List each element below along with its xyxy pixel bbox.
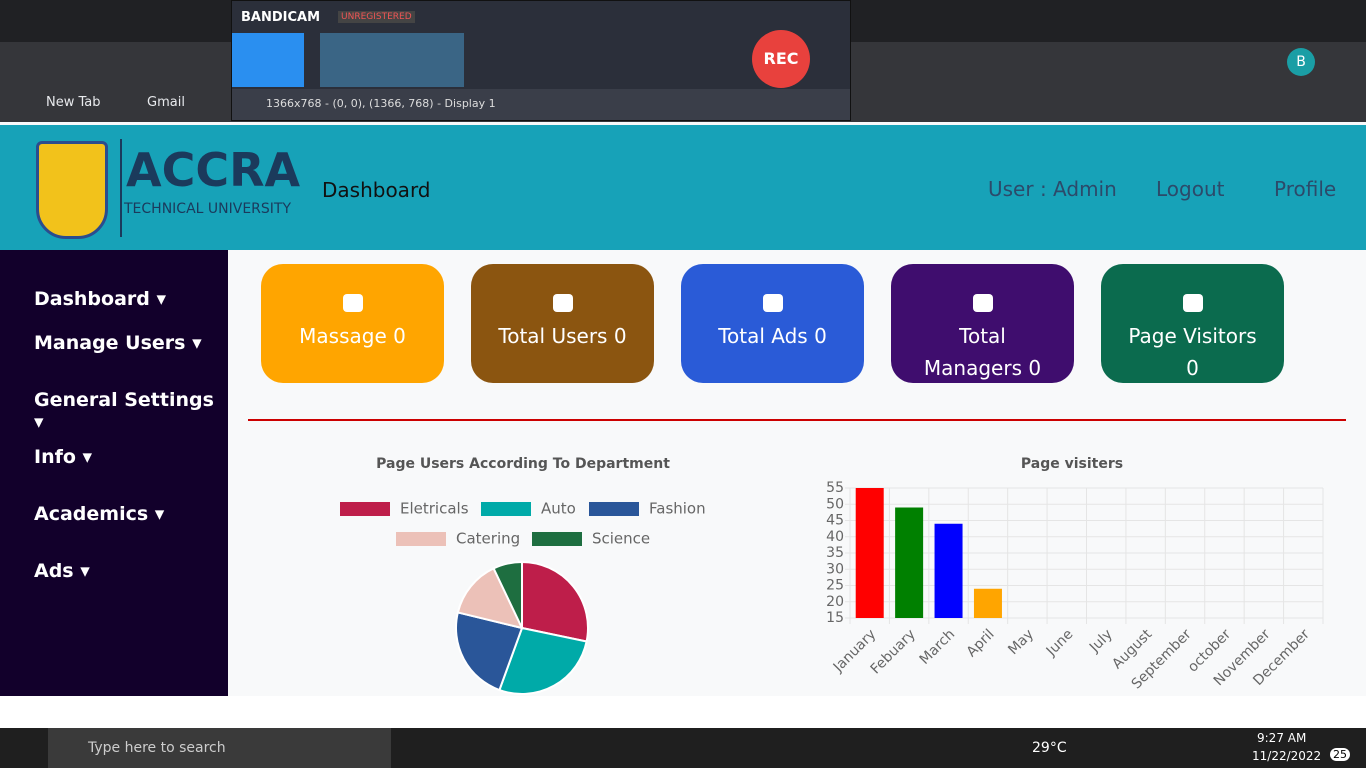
logout-link[interactable]: Logout: [1156, 177, 1225, 201]
page-title: Dashboard: [322, 178, 431, 202]
legend-label: Auto: [541, 500, 576, 518]
pie-slice: [456, 567, 524, 630]
bar: [855, 488, 884, 618]
blank: [0, 696, 1366, 728]
stat-card[interactable]: Total Managers 0: [891, 264, 1074, 383]
nav-label: General Settings: [34, 389, 214, 411]
bookmark[interactable]: New Tab: [46, 95, 101, 110]
divider: [248, 419, 1346, 421]
nav-item[interactable]: Dashboard ▾: [34, 288, 167, 310]
taskbar: Type here to search 29°C 9:27 AM 11/22/2…: [0, 728, 1366, 768]
clock-time: 9:27 AM: [1257, 731, 1307, 745]
y-tick-label: 55: [826, 480, 844, 496]
nav-item[interactable]: Manage Users ▾: [34, 332, 202, 354]
nav-label: Manage Users: [34, 332, 186, 354]
legend-label: Eletricals: [400, 500, 469, 518]
sidebar: Dashboard ▾ Manage Users ▾ General Setti…: [0, 250, 228, 696]
search-box[interactable]: Type here to search: [88, 740, 226, 756]
bar: [934, 523, 963, 618]
clock-date: 11/22/2022: [1252, 749, 1322, 763]
stat-card[interactable]: Total Users 0: [471, 264, 654, 383]
y-tick-label: 35: [826, 545, 844, 561]
pie-slice: [492, 560, 523, 629]
nav-label: Dashboard: [34, 288, 150, 310]
card-count: 0: [393, 324, 406, 348]
modes[interactable]: [320, 33, 464, 87]
chart-title: Page Users According To Department: [376, 456, 670, 472]
notification-count[interactable]: 25: [1330, 748, 1350, 761]
legend-swatch: [481, 502, 531, 516]
bookmark[interactable]: Gmail: [147, 95, 185, 110]
stat-card[interactable]: Total Ads 0: [681, 264, 864, 383]
card-label: Massage: [299, 324, 387, 348]
nav-label: Info: [34, 446, 76, 468]
y-tick-label: 50: [826, 496, 844, 512]
card-count: 0: [814, 324, 827, 348]
profile-link[interactable]: Profile: [1274, 177, 1337, 201]
x-tick-label: March: [917, 626, 958, 667]
stat-card[interactable]: Massage 0: [261, 264, 444, 383]
pie-slice: [455, 611, 524, 692]
screen-mode[interactable]: [232, 33, 304, 87]
bar: [973, 588, 1002, 618]
logo-crest: [36, 141, 108, 239]
legend-swatch: [589, 502, 639, 516]
pie-slice: [521, 560, 589, 643]
y-tick-label: 20: [826, 594, 844, 610]
nav-item[interactable]: Info ▾: [34, 446, 93, 468]
logo-subtitle: TECHNICAL UNIVERSITY: [124, 201, 292, 217]
y-tick-label: 15: [826, 610, 844, 626]
bar: [895, 507, 924, 618]
legend-label: Fashion: [649, 500, 706, 518]
nav-item[interactable]: General Settings ▾: [34, 389, 214, 433]
nav-label: Ads: [34, 560, 74, 582]
recorder-status: UNREGISTERED: [338, 11, 415, 23]
legend-label: Science: [592, 530, 650, 548]
user-label: User : Admin: [988, 177, 1117, 201]
logo-title: ACCRA: [126, 143, 301, 197]
x-tick-label: May: [1005, 626, 1037, 658]
y-tick-label: 25: [826, 578, 844, 594]
card-count: 0: [1028, 356, 1042, 380]
profile-avatar[interactable]: B: [1287, 48, 1315, 76]
stat-card[interactable]: Page Visitors 0: [1101, 264, 1284, 383]
x-tick-label: April: [964, 626, 998, 660]
legend-swatch: [340, 502, 390, 516]
site-header: ACCRA TECHNICAL UNIVERSITY Dashboard Use…: [0, 125, 1366, 250]
x-tick-label: June: [1043, 626, 1077, 660]
legend-label: Catering: [456, 530, 520, 548]
y-tick-label: 45: [826, 513, 844, 529]
weather: 29°C: [1032, 740, 1067, 756]
y-tick-label: 40: [826, 529, 844, 545]
y-tick-label: 30: [826, 561, 844, 577]
card-label: Total Ads: [718, 324, 808, 348]
rec-button[interactable]: REC: [752, 30, 810, 88]
card-label: Total Users: [498, 324, 608, 348]
card-label: Page Visitors: [1128, 324, 1257, 348]
chart-title: Page visiters: [1021, 456, 1123, 472]
legend-swatch: [532, 532, 582, 546]
recorder-brand: BANDICAM: [241, 10, 321, 25]
card-label: Total Managers: [923, 324, 1022, 380]
pie-slice: [498, 626, 588, 695]
capture-area: 1366x768 - (0, 0), (1366, 768) - Display…: [266, 97, 496, 110]
card-count: 0: [1186, 356, 1199, 380]
x-tick-label: July: [1086, 626, 1116, 656]
nav-item[interactable]: Ads ▾: [34, 560, 90, 582]
nav-item[interactable]: Academics ▾: [34, 503, 165, 525]
recorder-window: BANDICAM UNREGISTERED REC 1366x768 - (0,…: [231, 0, 851, 121]
card-count: 0: [613, 324, 627, 348]
legend-swatch: [396, 532, 446, 546]
nav-label: Academics: [34, 503, 149, 525]
